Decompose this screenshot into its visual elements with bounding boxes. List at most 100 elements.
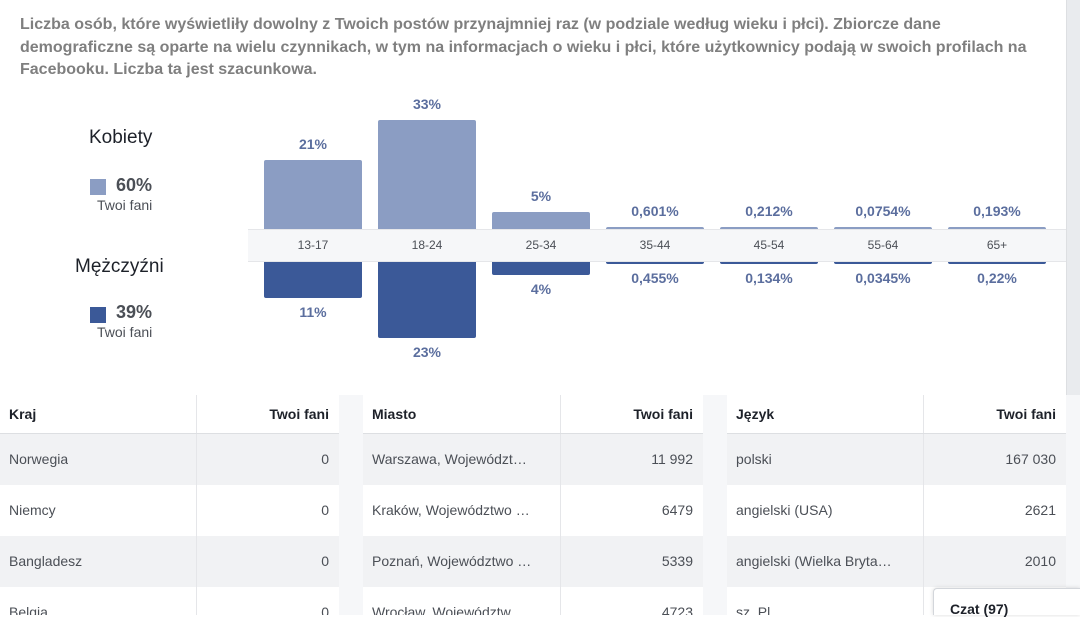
age-category-label: 55-64 bbox=[867, 238, 899, 252]
bar-men-65+[interactable] bbox=[948, 262, 1046, 264]
column-divider bbox=[196, 536, 197, 587]
table-row: polski 167 030 bbox=[727, 434, 1066, 485]
table-row: Bangladesz 0 bbox=[0, 536, 339, 587]
table-header: Miasto Twoi fani bbox=[363, 395, 703, 434]
row-value: 0 bbox=[321, 451, 329, 467]
column-divider bbox=[196, 587, 197, 615]
bar-men-label: 11% bbox=[299, 304, 327, 321]
age-category-label: 13-17 bbox=[297, 238, 329, 252]
table-row: Wrocław, Województw… 4723 bbox=[363, 587, 703, 615]
row-name: Norwegia bbox=[9, 451, 69, 467]
row-value: 0 bbox=[321, 502, 329, 518]
column-divider bbox=[923, 587, 924, 615]
bar-women-label: 5% bbox=[530, 188, 552, 205]
bar-women-45-54[interactable] bbox=[720, 227, 818, 229]
bar-men-label: 0,455% bbox=[631, 270, 679, 286]
row-value: 0 bbox=[321, 553, 329, 569]
column-divider bbox=[196, 395, 197, 433]
bar-men-label: 0,22% bbox=[977, 270, 1017, 286]
chat-label: Czat (97) bbox=[950, 601, 1009, 617]
row-name: Niemcy bbox=[9, 502, 56, 518]
table-row: Niemcy 0 bbox=[0, 485, 339, 536]
row-name: Kraków, Województwo … bbox=[372, 502, 530, 518]
country-table: Kraj Twoi fani Norwegia 0 Niemcy 0 Bangladesz 0… bbox=[0, 395, 339, 615]
age-category-label: 35-44 bbox=[639, 238, 671, 252]
table-row: angielski (Wielka Bryta… 2010 bbox=[727, 536, 1066, 587]
bar-women-18-24[interactable] bbox=[378, 120, 476, 229]
row-value: 4723 bbox=[661, 604, 693, 615]
chat-tab[interactable]: Czat (97) bbox=[933, 588, 1080, 617]
table-row: Poznań, Województwo … 5339 bbox=[363, 536, 703, 587]
column-divider bbox=[560, 395, 561, 433]
row-value: 5339 bbox=[661, 553, 693, 569]
page-right-edge bbox=[1066, 0, 1080, 395]
column-divider bbox=[196, 485, 197, 536]
legend-women-sub: Twoi fani bbox=[97, 197, 153, 213]
age-category-label: 18-24 bbox=[411, 238, 443, 252]
bar-men-35-44[interactable] bbox=[606, 262, 704, 264]
column-header-fans[interactable]: Twoi fani bbox=[996, 406, 1056, 422]
demographics-description: Liczba osób, które wyświetliły dowolny z… bbox=[20, 16, 1027, 78]
bar-women-label: 0,193% bbox=[973, 203, 1021, 219]
row-name: polski bbox=[736, 451, 772, 467]
table-row: Kraków, Województwo … 6479 bbox=[363, 485, 703, 536]
table-row: Belgia 0 bbox=[0, 587, 339, 615]
city-table: Miasto Twoi fani Warszawa, Województ… 11 99… bbox=[363, 395, 703, 615]
row-name: Poznań, Województwo … bbox=[372, 553, 532, 569]
legend-women-swatch bbox=[90, 179, 106, 195]
table-row: angielski (USA) 2621 bbox=[727, 485, 1066, 536]
column-divider bbox=[560, 485, 561, 536]
column-header-fans[interactable]: Twoi fani bbox=[269, 406, 329, 422]
bar-women-25-34[interactable] bbox=[492, 212, 590, 229]
table-header: Kraj Twoi fani bbox=[0, 395, 339, 434]
column-divider bbox=[923, 485, 924, 536]
row-value: 2010 bbox=[1024, 553, 1056, 569]
bar-men-25-34[interactable] bbox=[492, 262, 590, 276]
legend-women-percent: 60% bbox=[116, 175, 153, 195]
column-header-name[interactable]: Miasto bbox=[372, 406, 417, 422]
column-header-name[interactable]: Język bbox=[736, 406, 775, 422]
row-name: Bangladesz bbox=[9, 553, 83, 569]
bar-men-45-54[interactable] bbox=[720, 262, 818, 264]
bar-men-55-64[interactable] bbox=[834, 262, 932, 264]
age-category-label: 25-34 bbox=[525, 238, 557, 252]
bar-men-label: 0,0345% bbox=[855, 270, 911, 286]
column-header-fans[interactable]: Twoi fani bbox=[633, 406, 693, 422]
bar-women-35-44[interactable] bbox=[606, 227, 704, 229]
bar-women-label: 21% bbox=[298, 135, 328, 152]
row-value: 167 030 bbox=[1005, 451, 1056, 467]
column-divider bbox=[923, 536, 924, 587]
row-value: 6479 bbox=[661, 502, 693, 518]
bar-women-13-17[interactable] bbox=[264, 159, 362, 229]
bar-men-label: 4% bbox=[530, 281, 552, 298]
column-divider bbox=[560, 587, 561, 615]
row-value: 11 992 bbox=[651, 451, 693, 467]
row-value: 0 bbox=[321, 604, 329, 615]
bar-men-label: 23% bbox=[412, 343, 442, 360]
row-name: Belgia bbox=[9, 604, 48, 615]
legend-women-title: Kobiety bbox=[89, 127, 153, 148]
legend-men-swatch bbox=[90, 307, 106, 323]
table-header: Język Twoi fani bbox=[727, 395, 1066, 434]
age-category-label: 65+ bbox=[986, 238, 1008, 252]
table-row: Warszawa, Województ… 11 992 bbox=[363, 434, 703, 485]
row-name: angielski (USA) bbox=[736, 502, 833, 518]
bar-women-65+[interactable] bbox=[948, 227, 1046, 229]
bar-women-55-64[interactable] bbox=[834, 227, 932, 229]
column-divider bbox=[560, 434, 561, 485]
table-row: Norwegia 0 bbox=[0, 434, 339, 485]
legend-men-title: Mężczyźni bbox=[75, 256, 164, 277]
age-category-label: 45-54 bbox=[753, 238, 785, 252]
bar-women-label: 0,0754% bbox=[855, 203, 911, 219]
column-divider bbox=[923, 395, 924, 433]
row-name: Warszawa, Województ… bbox=[372, 451, 527, 467]
bar-women-label: 33% bbox=[412, 96, 442, 112]
bar-men-18-24[interactable] bbox=[378, 262, 476, 338]
bar-women-label: 0,212% bbox=[745, 203, 793, 219]
column-divider bbox=[560, 536, 561, 587]
column-header-name[interactable]: Kraj bbox=[9, 406, 37, 422]
row-name: angielski (Wielka Bryta… bbox=[736, 553, 892, 569]
bar-men-13-17[interactable] bbox=[264, 262, 362, 299]
age-axis-band bbox=[248, 229, 1066, 262]
row-name: sz. Pl bbox=[736, 604, 771, 615]
